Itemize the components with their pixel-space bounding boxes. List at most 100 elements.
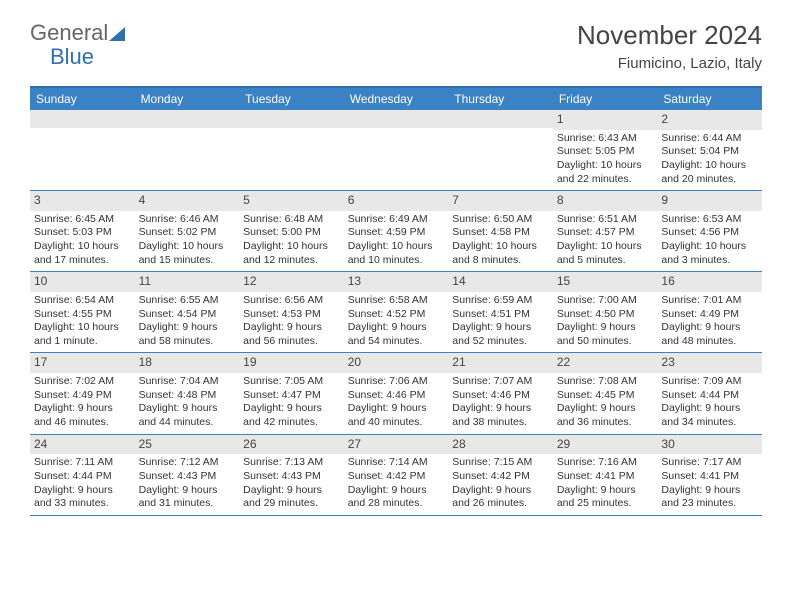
day-number: 2 (657, 110, 762, 130)
day-number: 14 (448, 272, 553, 292)
day-cell: 29Sunrise: 7:16 AMSunset: 4:41 PMDayligh… (553, 435, 658, 515)
day-cell: 8Sunrise: 6:51 AMSunset: 4:57 PMDaylight… (553, 191, 658, 271)
day-number (30, 110, 135, 128)
day-cell: 26Sunrise: 7:13 AMSunset: 4:43 PMDayligh… (239, 435, 344, 515)
day-cell: 12Sunrise: 6:56 AMSunset: 4:53 PMDayligh… (239, 272, 344, 352)
daylight-text: Daylight: 9 hours and 25 minutes. (557, 484, 654, 511)
logo-text-general: General (30, 20, 108, 46)
daylight-text: Daylight: 9 hours and 28 minutes. (348, 484, 445, 511)
sunrise-text: Sunrise: 7:05 AM (243, 375, 340, 389)
sunrise-text: Sunrise: 7:11 AM (34, 456, 131, 470)
day-body: Sunrise: 6:48 AMSunset: 5:00 PMDaylight:… (239, 213, 344, 272)
title-block: November 2024 Fiumicino, Lazio, Italy (577, 20, 762, 72)
sunrise-text: Sunrise: 7:17 AM (661, 456, 758, 470)
day-number: 1 (553, 110, 658, 130)
sunrise-text: Sunrise: 6:48 AM (243, 213, 340, 227)
sunrise-text: Sunrise: 6:53 AM (661, 213, 758, 227)
sunset-text: Sunset: 4:58 PM (452, 226, 549, 240)
day-cell: 21Sunrise: 7:07 AMSunset: 4:46 PMDayligh… (448, 353, 553, 433)
sunrise-text: Sunrise: 7:08 AM (557, 375, 654, 389)
day-body: Sunrise: 6:56 AMSunset: 4:53 PMDaylight:… (239, 294, 344, 353)
day-body: Sunrise: 7:00 AMSunset: 4:50 PMDaylight:… (553, 294, 658, 353)
sunset-text: Sunset: 4:41 PM (661, 470, 758, 484)
sunset-text: Sunset: 4:49 PM (661, 308, 758, 322)
day-body: Sunrise: 6:43 AMSunset: 5:05 PMDaylight:… (553, 132, 658, 191)
day-body: Sunrise: 6:45 AMSunset: 5:03 PMDaylight:… (30, 213, 135, 272)
sunset-text: Sunset: 4:57 PM (557, 226, 654, 240)
dow-sunday: Sunday (30, 88, 135, 110)
sunset-text: Sunset: 4:43 PM (139, 470, 236, 484)
day-number (239, 110, 344, 128)
daylight-text: Daylight: 9 hours and 56 minutes. (243, 321, 340, 348)
week-row: 17Sunrise: 7:02 AMSunset: 4:49 PMDayligh… (30, 353, 762, 434)
day-cell: 13Sunrise: 6:58 AMSunset: 4:52 PMDayligh… (344, 272, 449, 352)
daylight-text: Daylight: 10 hours and 1 minute. (34, 321, 131, 348)
day-body: Sunrise: 6:55 AMSunset: 4:54 PMDaylight:… (135, 294, 240, 353)
day-number: 13 (344, 272, 449, 292)
daylight-text: Daylight: 9 hours and 42 minutes. (243, 402, 340, 429)
day-number: 22 (553, 353, 658, 373)
daylight-text: Daylight: 10 hours and 20 minutes. (661, 159, 758, 186)
daylight-text: Daylight: 9 hours and 58 minutes. (139, 321, 236, 348)
day-cell: 4Sunrise: 6:46 AMSunset: 5:02 PMDaylight… (135, 191, 240, 271)
day-number: 15 (553, 272, 658, 292)
day-cell: 7Sunrise: 6:50 AMSunset: 4:58 PMDaylight… (448, 191, 553, 271)
day-cell: 5Sunrise: 6:48 AMSunset: 5:00 PMDaylight… (239, 191, 344, 271)
daylight-text: Daylight: 9 hours and 46 minutes. (34, 402, 131, 429)
sunrise-text: Sunrise: 6:51 AM (557, 213, 654, 227)
sunrise-text: Sunrise: 7:16 AM (557, 456, 654, 470)
sunrise-text: Sunrise: 7:07 AM (452, 375, 549, 389)
day-body: Sunrise: 6:49 AMSunset: 4:59 PMDaylight:… (344, 213, 449, 272)
day-body: Sunrise: 6:51 AMSunset: 4:57 PMDaylight:… (553, 213, 658, 272)
sunset-text: Sunset: 4:44 PM (34, 470, 131, 484)
sunset-text: Sunset: 5:02 PM (139, 226, 236, 240)
day-cell: 22Sunrise: 7:08 AMSunset: 4:45 PMDayligh… (553, 353, 658, 433)
daylight-text: Daylight: 9 hours and 40 minutes. (348, 402, 445, 429)
daylight-text: Daylight: 9 hours and 23 minutes. (661, 484, 758, 511)
sunrise-text: Sunrise: 7:09 AM (661, 375, 758, 389)
sunrise-text: Sunrise: 7:13 AM (243, 456, 340, 470)
sunset-text: Sunset: 4:45 PM (557, 389, 654, 403)
day-number (448, 110, 553, 128)
day-number: 6 (344, 191, 449, 211)
sunrise-text: Sunrise: 6:43 AM (557, 132, 654, 146)
sunset-text: Sunset: 4:42 PM (452, 470, 549, 484)
day-body: Sunrise: 6:50 AMSunset: 4:58 PMDaylight:… (448, 213, 553, 272)
day-cell: 2Sunrise: 6:44 AMSunset: 5:04 PMDaylight… (657, 110, 762, 190)
day-body: Sunrise: 7:06 AMSunset: 4:46 PMDaylight:… (344, 375, 449, 434)
day-cell: 1Sunrise: 6:43 AMSunset: 5:05 PMDaylight… (553, 110, 658, 190)
sunrise-text: Sunrise: 6:46 AM (139, 213, 236, 227)
daylight-text: Daylight: 9 hours and 36 minutes. (557, 402, 654, 429)
day-cell (135, 110, 240, 190)
day-cell: 15Sunrise: 7:00 AMSunset: 4:50 PMDayligh… (553, 272, 658, 352)
daylight-text: Daylight: 9 hours and 38 minutes. (452, 402, 549, 429)
calendar: Sunday Monday Tuesday Wednesday Thursday… (30, 86, 762, 516)
month-title: November 2024 (577, 20, 762, 51)
daylight-text: Daylight: 9 hours and 52 minutes. (452, 321, 549, 348)
day-cell: 6Sunrise: 6:49 AMSunset: 4:59 PMDaylight… (344, 191, 449, 271)
day-number: 3 (30, 191, 135, 211)
week-row: 10Sunrise: 6:54 AMSunset: 4:55 PMDayligh… (30, 272, 762, 353)
day-body: Sunrise: 7:08 AMSunset: 4:45 PMDaylight:… (553, 375, 658, 434)
logo-text-blue: Blue (50, 44, 94, 70)
week-row: 3Sunrise: 6:45 AMSunset: 5:03 PMDaylight… (30, 191, 762, 272)
sunset-text: Sunset: 4:42 PM (348, 470, 445, 484)
sunset-text: Sunset: 5:05 PM (557, 145, 654, 159)
day-number: 26 (239, 435, 344, 455)
day-cell: 19Sunrise: 7:05 AMSunset: 4:47 PMDayligh… (239, 353, 344, 433)
day-number: 30 (657, 435, 762, 455)
day-body: Sunrise: 6:54 AMSunset: 4:55 PMDaylight:… (30, 294, 135, 353)
day-body: Sunrise: 6:58 AMSunset: 4:52 PMDaylight:… (344, 294, 449, 353)
header: General November 2024 Fiumicino, Lazio, … (0, 0, 792, 80)
sunrise-text: Sunrise: 7:15 AM (452, 456, 549, 470)
sunset-text: Sunset: 4:56 PM (661, 226, 758, 240)
daylight-text: Daylight: 10 hours and 10 minutes. (348, 240, 445, 267)
day-cell: 3Sunrise: 6:45 AMSunset: 5:03 PMDaylight… (30, 191, 135, 271)
dow-saturday: Saturday (657, 88, 762, 110)
day-cell: 18Sunrise: 7:04 AMSunset: 4:48 PMDayligh… (135, 353, 240, 433)
day-body: Sunrise: 7:15 AMSunset: 4:42 PMDaylight:… (448, 456, 553, 515)
day-number: 7 (448, 191, 553, 211)
daylight-text: Daylight: 10 hours and 8 minutes. (452, 240, 549, 267)
sunset-text: Sunset: 5:00 PM (243, 226, 340, 240)
day-number: 24 (30, 435, 135, 455)
